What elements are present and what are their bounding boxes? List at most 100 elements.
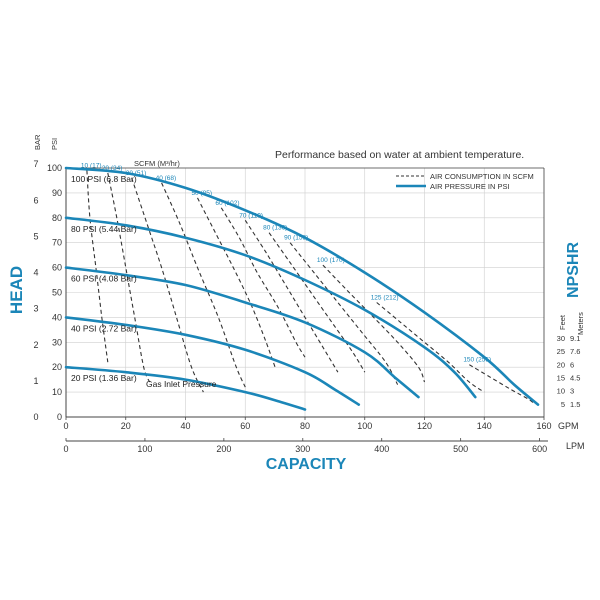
- npshr-meters-tick: 9.1: [570, 334, 580, 343]
- axes: 0 20 40 60 80 100 120 140 1600102030405060708090…: [33, 159, 580, 454]
- gpm-unit-label: GPM: [558, 421, 579, 431]
- y-tick-label-psi: 0: [57, 412, 62, 422]
- npshr-feet-tick: 5: [561, 400, 565, 409]
- air-consumption-label: 60 (102): [215, 200, 239, 207]
- air-consumption-label: 125 (212): [371, 294, 399, 301]
- air-consumption-line: [268, 232, 366, 373]
- bar-unit-label: BAR: [33, 134, 42, 150]
- npshr-meters-tick: 1.5: [570, 400, 580, 409]
- curve-labels: 10 (17) 20 (34)30 (51) 40 (68) 50 (85)60 (1…: [71, 162, 491, 389]
- y-tick-label-psi: 70: [52, 238, 62, 248]
- y-tick-label-bar: 3: [33, 304, 38, 314]
- y-tick-label-bar: 6: [33, 195, 38, 205]
- pressure-curve: [64, 266, 420, 399]
- y-tick-label-psi: 40: [52, 312, 62, 322]
- y-tick-label-bar: 0: [33, 412, 38, 422]
- pressure-curves: [64, 166, 540, 411]
- npshr-feet-tick: 30: [557, 334, 565, 343]
- pressure-curve: [64, 166, 540, 406]
- x-tick-label-gpm: 80: [300, 421, 310, 431]
- lpm-unit-label: LPM: [566, 441, 585, 451]
- y-tick-label-psi: 80: [52, 213, 62, 223]
- air-consumption-label: 150 (255): [463, 357, 491, 364]
- x-tick-label-gpm: 120: [417, 421, 432, 431]
- y-tick-label-psi: 30: [52, 337, 62, 347]
- y-tick-label-bar: 7: [33, 159, 38, 169]
- npshr-feet-tick: 10: [557, 387, 565, 396]
- npshr-feet-label: Feet: [558, 314, 567, 330]
- npshr-meters-tick: 4.5: [570, 373, 580, 382]
- x-tick-label-lpm: 500: [453, 444, 468, 454]
- air-consumption-line: [322, 264, 426, 383]
- x-tick-label-lpm: 300: [295, 444, 310, 454]
- capacity-axis-title: CAPACITY: [266, 456, 347, 473]
- npshr-meters-tick: 6: [570, 360, 574, 369]
- psi-unit-label: PSI: [50, 138, 59, 150]
- air-consumption-line: [197, 197, 276, 368]
- legend-air-pressure: AIR PRESSURE IN PSI: [430, 182, 510, 191]
- x-tick-label-lpm: 600: [532, 444, 547, 454]
- npshr-feet-tick: 25: [557, 347, 565, 356]
- pressure-curve-label: 20 PSI (1.36 Bar): [71, 373, 137, 383]
- legend: AIR CONSUMPTION IN SCFM AIR PRESSURE IN …: [396, 172, 534, 191]
- npshr-meters-tick: 3: [570, 387, 574, 396]
- air-consumption-line: [161, 182, 246, 388]
- npshr-meters-label: Meters: [576, 312, 585, 335]
- air-consumption-line: [289, 242, 399, 385]
- legend-air-consumption: AIR CONSUMPTION IN SCFM: [430, 172, 534, 181]
- air-consumption-line: [86, 170, 109, 363]
- y-tick-label-bar: 2: [33, 340, 38, 350]
- air-consumption-label: 90 (153): [284, 235, 308, 242]
- head-axis-title: HEAD: [7, 266, 26, 314]
- pressure-curve: [64, 316, 361, 406]
- chart-note: Performance based on water at ambient te…: [275, 149, 524, 161]
- pressure-curve-label: 80 PSI (5.44 Bar): [71, 224, 137, 234]
- y-tick-label-bar: 1: [33, 376, 38, 386]
- x-tick-label-gpm: 60: [240, 421, 250, 431]
- npshr-meters-tick: 7.6: [570, 347, 580, 356]
- x-tick-label-gpm: 100: [357, 421, 372, 431]
- air-consumption-label: 100 (170): [317, 257, 345, 264]
- y-tick-label-bar: 4: [33, 268, 38, 278]
- scfm-label: SCFM (M³/hr): [134, 159, 180, 168]
- air-consumption-label: 80 (136): [263, 225, 287, 232]
- x-tick-label-lpm: 100: [137, 444, 152, 454]
- air-consumption-label: 50 (85): [191, 190, 212, 197]
- x-tick-label-lpm: 0: [63, 444, 68, 454]
- air-consumption-line: [469, 364, 536, 406]
- pressure-curve: [64, 216, 477, 399]
- y-tick-label-psi: 50: [52, 288, 62, 298]
- air-consumption-lines: [86, 170, 536, 406]
- air-consumption-label: 70 (119): [239, 212, 263, 219]
- x-tick-label-gpm: 140: [477, 421, 492, 431]
- y-tick-label-psi: 20: [52, 362, 62, 372]
- npshr-axis-title: NPSHR: [565, 242, 582, 298]
- air-consumption-line: [107, 172, 151, 383]
- y-tick-label-psi: 60: [52, 263, 62, 273]
- air-consumption-line: [244, 220, 339, 373]
- x-tick-label-gpm: 160: [536, 421, 551, 431]
- pressure-curve-label: 60 PSI (4.08 Bar): [71, 274, 137, 284]
- air-consumption-label: 30 (51): [126, 170, 147, 177]
- air-consumption-line: [131, 177, 204, 393]
- air-consumption-label: 40 (68): [156, 175, 177, 182]
- grid: [66, 167, 545, 417]
- air-consumption-line: [220, 207, 306, 358]
- x-tick-label-gpm: 0: [63, 421, 68, 431]
- gas-inlet-label: Gas Inlet Pressure: [146, 379, 217, 389]
- pressure-curve: [64, 365, 307, 411]
- npshr-feet-tick: 15: [557, 373, 565, 382]
- y-tick-label-bar: 5: [33, 231, 38, 241]
- npshr-feet-tick: 20: [557, 360, 565, 369]
- air-consumption-label: 20 (34): [102, 165, 123, 172]
- air-consumption-line: [376, 302, 485, 393]
- x-tick-label-lpm: 200: [216, 444, 231, 454]
- y-tick-label-psi: 10: [52, 387, 62, 397]
- x-tick-label-lpm: 400: [374, 444, 389, 454]
- y-tick-label-psi: 100: [47, 163, 62, 173]
- pressure-curve-label: 100 PSI (6.8 Bar): [71, 174, 137, 184]
- x-tick-label-gpm: 20: [121, 421, 131, 431]
- x-tick-label-gpm: 40: [180, 421, 190, 431]
- air-consumption-label: 10 (17): [81, 162, 102, 169]
